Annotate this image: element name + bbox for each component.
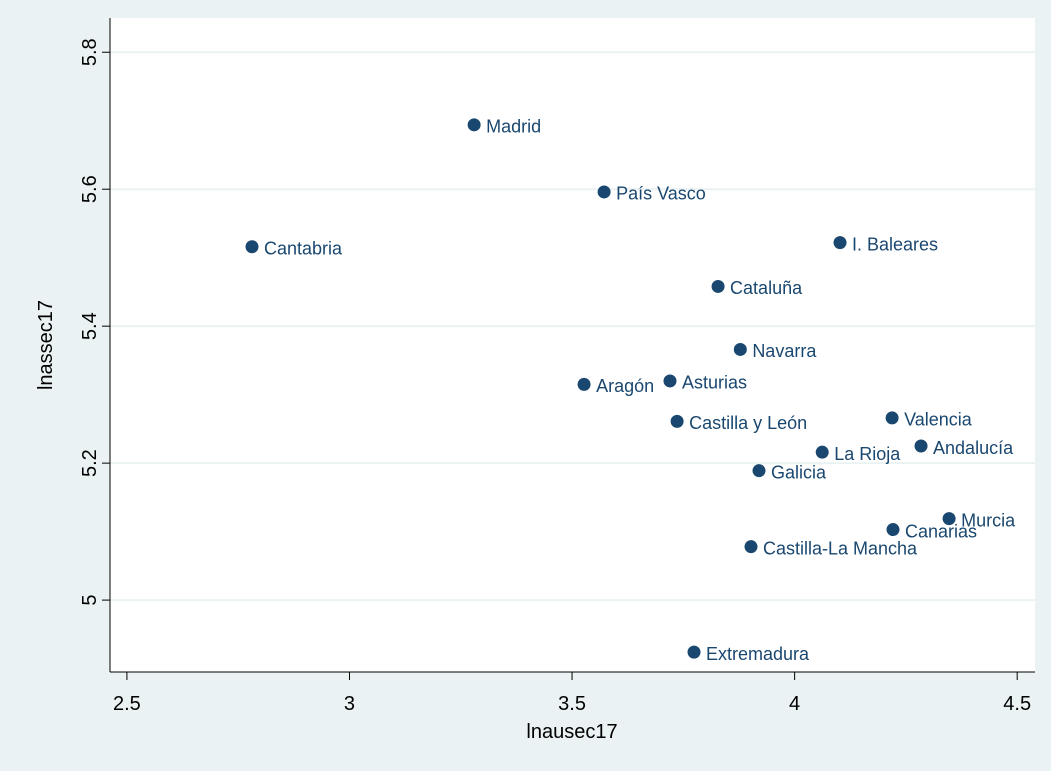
- point: [886, 523, 900, 537]
- point-label: Valencia: [904, 410, 973, 430]
- point: [467, 118, 481, 132]
- x-tick-label: 3: [344, 693, 355, 715]
- point-label: Canarias: [905, 521, 977, 541]
- point: [752, 464, 766, 478]
- point: [942, 512, 956, 526]
- point-label: Cataluña: [730, 278, 803, 298]
- point: [815, 445, 829, 459]
- point: [733, 342, 747, 356]
- point: [711, 279, 725, 293]
- point: [914, 439, 928, 453]
- y-tick-label: 5.6: [79, 175, 101, 203]
- point-label: Cantabria: [264, 238, 343, 258]
- point: [577, 377, 591, 391]
- point-label: Murcia: [961, 510, 1016, 530]
- point: [744, 540, 758, 554]
- x-tick-label: 4.5: [1003, 693, 1031, 715]
- y-tick-label: 5: [79, 595, 101, 606]
- point-label: Asturias: [682, 373, 747, 393]
- point: [833, 236, 847, 250]
- point: [245, 240, 259, 254]
- x-tick-label: 4: [789, 693, 800, 715]
- point: [597, 185, 611, 199]
- point: [687, 645, 701, 659]
- point-label: Galicia: [771, 462, 827, 482]
- y-tick-label: 5.8: [79, 38, 101, 66]
- point-label: Andalucía: [933, 438, 1014, 458]
- point-label: Madrid: [486, 117, 541, 137]
- point-label: I. Baleares: [852, 234, 938, 254]
- point-label: Extremadura: [706, 644, 810, 664]
- point: [885, 411, 899, 425]
- point: [663, 374, 677, 388]
- y-tick-label: 5.4: [79, 312, 101, 340]
- point-label: Navarra: [752, 341, 817, 361]
- point-label: Castilla-La Mancha: [763, 538, 918, 558]
- point-label: Aragón: [596, 376, 654, 396]
- point: [670, 414, 684, 428]
- y-axis-title: lnassec17: [35, 300, 57, 390]
- x-tick-label: 3.5: [558, 693, 586, 715]
- x-tick-label: 2.5: [113, 693, 141, 715]
- x-axis-title: lnausec17: [526, 721, 617, 743]
- point-label: Castilla y León: [689, 413, 807, 433]
- point-label: País Vasco: [616, 184, 706, 204]
- plot-area: [110, 18, 1035, 672]
- y-tick-label: 5.2: [79, 449, 101, 477]
- point-label: La Rioja: [834, 444, 901, 464]
